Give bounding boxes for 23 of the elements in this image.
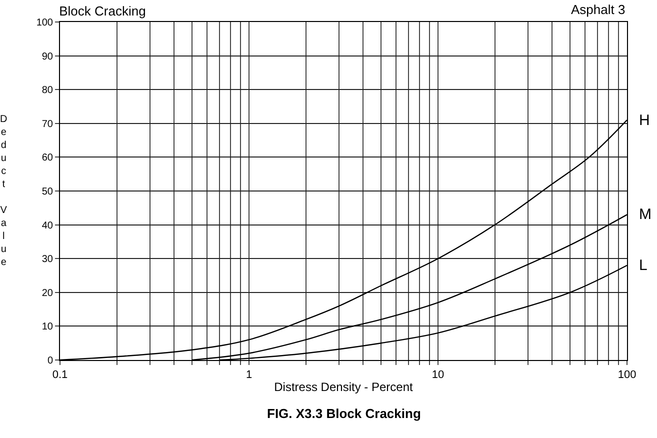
x-axis-title: Distress Density - Percent	[274, 380, 414, 394]
text: Asphalt 3	[571, 2, 626, 17]
y-tick-label: 60	[42, 152, 54, 164]
y-tick-label: 20	[42, 288, 54, 299]
y-tick-label: 90	[42, 51, 54, 62]
series-label: H	[639, 112, 650, 129]
y-tick-label: 10	[42, 322, 54, 333]
text: Deduct Value	[0, 114, 8, 268]
y-tick-label: 80	[42, 85, 54, 96]
series-label: L	[639, 257, 648, 274]
x-tick-label: 0.1	[52, 369, 68, 382]
y-tick-label: 50	[42, 186, 54, 198]
x-tick-label: 100	[618, 369, 636, 382]
y-tick-label: 0	[47, 356, 54, 366]
chart-title: Block Cracking	[59, 4, 146, 19]
y-tick-label: 40	[42, 220, 54, 232]
series-label: M	[639, 206, 652, 223]
x-tick-label: 10	[432, 369, 444, 382]
y-tick-label: 70	[42, 118, 54, 130]
x-tick-label: 1	[246, 369, 252, 382]
y-tick-label: 100	[36, 18, 54, 28]
y-tick-label: 30	[42, 254, 54, 266]
caption: FIG. X3.3 Block Cracking	[267, 406, 421, 421]
